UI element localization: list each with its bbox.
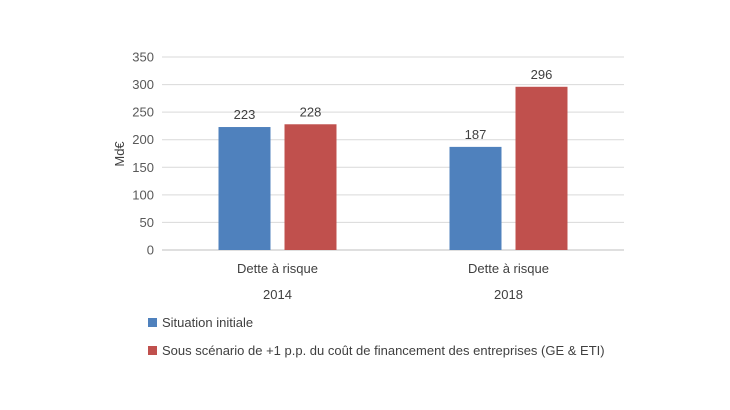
legend-label-situation-initiale: Situation initiale — [162, 314, 254, 330]
y-tick-label: 350 — [132, 50, 154, 65]
legend-label-sous-scenario: Sous scénario de +1 p.p. du coût de fina… — [162, 342, 605, 358]
legend-item-sous-scenario: Sous scénario de +1 p.p. du coût de fina… — [148, 341, 605, 359]
labels: 0 50 100 150 200 250 300 350 223 228 Dette à risqu… — [132, 50, 552, 303]
legend: Situation initiale Sous scénario de +1 p… — [148, 313, 605, 369]
data-label: 228 — [300, 104, 322, 119]
y-tick-label: 50 — [140, 215, 154, 230]
x-group-label: 2014 — [263, 287, 292, 302]
bar — [218, 127, 271, 250]
y-axis-title: Md€ — [112, 141, 127, 167]
data-label: 223 — [234, 107, 256, 122]
legend-item-situation-initiale: Situation initiale — [148, 313, 605, 331]
bar — [449, 146, 502, 250]
bars — [218, 86, 568, 250]
y-tick-label: 100 — [132, 187, 154, 202]
bar — [284, 124, 337, 250]
legend-swatch-sous-scenario — [148, 345, 157, 355]
y-tick-label: 0 — [147, 243, 154, 258]
y-tick-label: 300 — [132, 77, 154, 92]
bar — [515, 86, 568, 250]
y-tick-label: 200 — [132, 132, 154, 147]
legend-swatch-situation-initiale — [148, 317, 157, 327]
x-category-label: Dette à risque — [237, 261, 318, 276]
y-tick-label: 250 — [132, 105, 154, 120]
data-label: 187 — [465, 127, 487, 142]
y-tick-label: 150 — [132, 160, 154, 175]
x-group-label: 2018 — [494, 287, 523, 302]
x-category-label: Dette à risque — [468, 261, 549, 276]
data-label: 296 — [531, 67, 553, 82]
